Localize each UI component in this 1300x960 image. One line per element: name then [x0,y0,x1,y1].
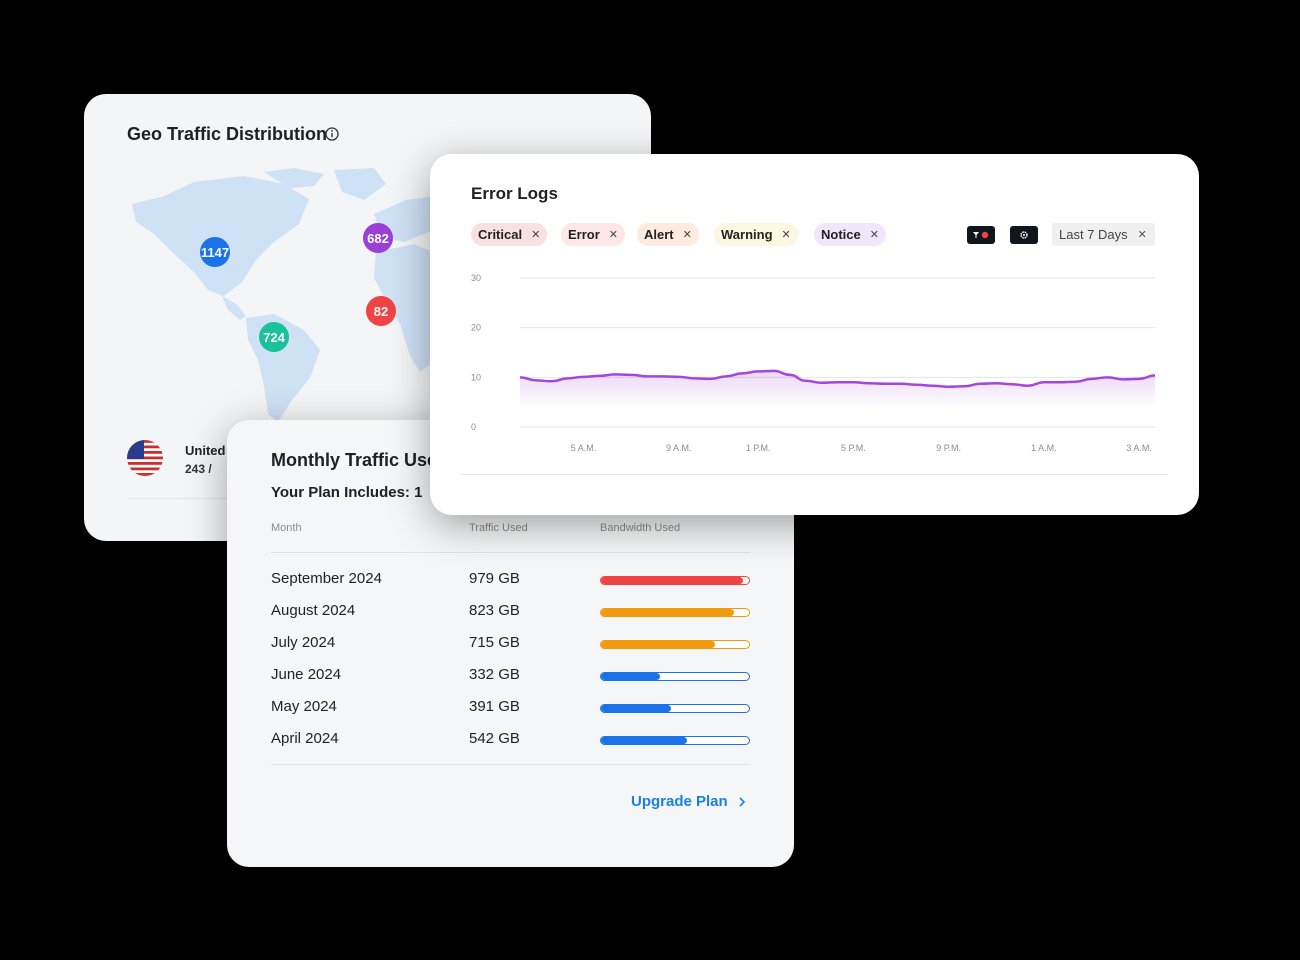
x-tick-label: 1 P.M. [746,443,771,453]
filter-chip-critical[interactable]: Critical ✕ [471,223,548,246]
table-row: May 2024 391 GB [271,696,750,720]
table-row: August 2024 823 GB [271,600,750,624]
monthly-traffic-title: Monthly Traffic Used [271,450,449,470]
geo-traffic-title: Geo Traffic Distribution [127,124,328,144]
table-row: June 2024 332 GB [271,664,750,688]
cluster-marker[interactable]: 1147 [193,230,237,274]
divider [271,552,750,553]
x-tick-label: 9 P.M. [936,443,961,453]
row-month: July 2024 [271,634,336,651]
cluster-marker[interactable]: 724 [252,315,296,359]
upgrade-plan-link[interactable]: Upgrade Plan [631,793,728,810]
row-traffic-used: 823 GB [469,602,520,619]
close-icon[interactable]: ✕ [869,229,879,241]
x-tick-label: 3 A.M. [1126,443,1152,453]
x-tick-label: 9 A.M. [666,443,692,453]
row-traffic-used: 979 GB [469,570,520,587]
filter-chip-label: Critical [478,227,523,242]
settings-icon [1020,231,1028,239]
bandwidth-bar-fill [601,609,735,616]
bandwidth-bar-fill [601,705,671,712]
divider [271,764,750,765]
bandwidth-bar-fill [601,577,744,584]
row-traffic-used: 391 GB [469,698,520,715]
divider [127,498,277,499]
error-logs-title: Error Logs [471,184,558,203]
row-month: September 2024 [271,570,382,587]
bandwidth-bar [600,608,750,617]
chevron-right-icon[interactable] [737,795,747,809]
cluster-marker[interactable]: 82 [359,289,403,333]
filter-chip-label: Notice [821,227,861,242]
close-icon[interactable]: ✕ [682,229,692,241]
error-logs-chart: 30 20 10 0 5 A.M. 9 A.M. 1 P.M. 5 P.M. 9 P.M. 1 … [471,273,1156,453]
row-month: April 2024 [271,730,339,747]
close-icon[interactable]: ✕ [781,229,791,241]
row-traffic-used: 715 GB [469,634,520,651]
close-icon[interactable]: ✕ [608,229,619,241]
series-area [520,370,1155,407]
filter-button[interactable] [967,226,995,244]
bandwidth-bar-fill [601,737,687,744]
table-row: July 2024 715 GB [271,632,750,656]
filter-chip-label: Warning [721,227,773,242]
bandwidth-bar [600,736,750,745]
row-month: August 2024 [271,602,356,619]
row-month: June 2024 [271,666,342,683]
column-header-month: Month [271,522,302,534]
date-range-label: Last 7 Days [1059,227,1128,242]
error-logs-card: Error Logs Critical ✕ Error ✕ Alert ✕ Warni… [430,154,1199,515]
bandwidth-bar [600,672,750,681]
plan-includes-label: Your Plan Includes: 1 [271,484,423,501]
bandwidth-bar-fill [601,673,661,680]
filter-chip-alert[interactable]: Alert ✕ [637,223,699,246]
y-tick-label: 0 [471,422,476,432]
divider [460,474,1168,475]
column-header-traffic: Traffic Used [469,522,528,534]
y-tick-label: 30 [471,273,481,283]
series-line [519,369,1156,389]
date-range-chip[interactable]: Last 7 Days ✕ [1052,223,1155,246]
bandwidth-bar [600,576,750,585]
column-header-bandwidth: Bandwidth Used [600,522,681,534]
row-traffic-used: 542 GB [469,730,520,747]
row-traffic-used: 332 GB [469,666,520,683]
filter-chip-warning[interactable]: Warning ✕ [714,223,798,246]
filter-chip-notice[interactable]: Notice ✕ [814,223,886,246]
close-icon[interactable]: ✕ [531,229,541,241]
settings-button[interactable] [1010,226,1038,244]
row-month: May 2024 [271,698,337,715]
bandwidth-bar [600,640,750,649]
info-circle-icon[interactable] [325,127,339,141]
cluster-marker[interactable]: 682 [356,216,400,260]
country-name: United [185,443,226,458]
filter-chip-error[interactable]: Error ✕ [561,223,626,246]
filter-chip-label: Alert [644,227,674,242]
x-tick-label: 5 A.M. [571,443,597,453]
close-icon[interactable]: ✕ [1137,229,1147,241]
x-tick-label: 5 P.M. [841,443,866,453]
x-tick-label: 1 A.M. [1031,443,1057,453]
table-row: April 2024 542 GB [271,728,750,752]
y-tick-label: 10 [471,372,481,382]
country-stats: 243 / [185,462,212,476]
filter-icon [973,231,989,239]
filter-chip-label: Error [568,227,600,242]
bandwidth-bar [600,704,750,713]
bandwidth-bar-fill [601,641,715,648]
y-tick-label: 20 [471,323,481,333]
table-row: September 2024 979 GB [271,568,750,592]
us-flag-icon [127,440,163,476]
